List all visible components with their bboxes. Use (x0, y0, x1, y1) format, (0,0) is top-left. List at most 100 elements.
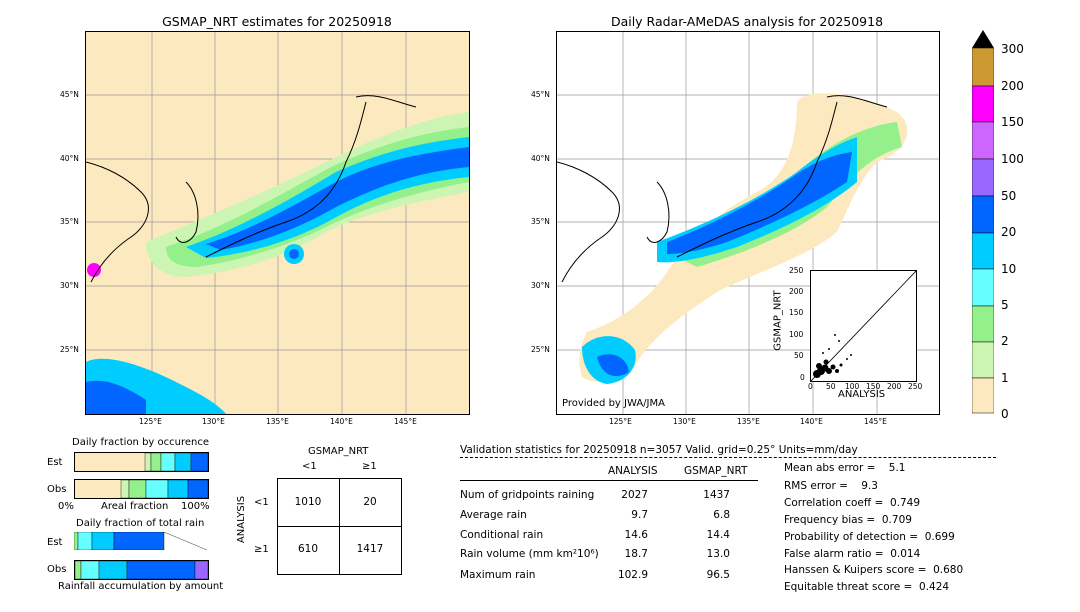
cont-col-header: GSMAP_NRT (308, 446, 369, 457)
scatter-ytick-0: 0 (800, 373, 805, 382)
val-row-analysis-4: 102.9 (617, 569, 648, 581)
right-lon-130: 130°E (673, 417, 696, 426)
cont-b: 20 (363, 496, 377, 508)
scatter-ytick-150: 150 (789, 308, 804, 317)
cont-a: 1010 (294, 496, 322, 508)
score-2: Correlation coeff = 0.749 (784, 497, 920, 509)
scatter-canvas (810, 270, 917, 382)
cb-100: 100 (1001, 152, 1024, 166)
val-row-label-3: Rain volume (mm km²10⁶) (460, 548, 599, 560)
left-lat-25: 25°N (60, 345, 79, 354)
left-lat-45: 45°N (60, 90, 79, 99)
radar-blue (667, 152, 852, 254)
val-row-gsmap-0: 1437 (703, 489, 730, 501)
left-map-title: GSMAP_NRT estimates for 20250918 (162, 14, 392, 29)
scatter-ylabel: GSMAP_NRT (772, 290, 784, 351)
japan-coast-r (676, 95, 888, 258)
scatter-ytick-50: 50 (794, 351, 804, 360)
colorbar (971, 30, 995, 414)
left-lat-35: 35°N (60, 217, 79, 226)
left-lat-30: 30°N (60, 281, 79, 290)
val-row-label-0: Num of gridpoints raining (460, 489, 595, 501)
right-lon-135: 135°E (737, 417, 760, 426)
cont-col-lt: <1 (302, 461, 317, 472)
total-rain-title: Daily fraction of total rain (76, 518, 205, 529)
right-lat-25: 25°N (531, 345, 550, 354)
val-row-label-4: Maximum rain (460, 569, 536, 581)
tr-est-bar (73, 531, 208, 551)
val-row-analysis-3: 18.7 (624, 548, 648, 560)
val-row-label-1: Average rain (460, 509, 527, 521)
scatter-xtick-100: 100 (845, 382, 860, 391)
occ-est-bar (74, 452, 209, 472)
score-4: Probability of detection = 0.699 (784, 531, 955, 543)
scatter-ytick-100: 100 (789, 330, 804, 339)
left-lon-130: 130°E (202, 417, 225, 426)
cont-row-header: ANALYSIS (236, 495, 248, 544)
score-0: Mean abs error = 5.1 (784, 462, 906, 474)
val-row-analysis-1: 9.7 (631, 509, 648, 521)
rain-south-dark (86, 380, 146, 414)
val-col-line (460, 480, 758, 481)
cb-1: 1 (1001, 371, 1009, 385)
validation-dash (460, 457, 996, 458)
scatter-xtick-150: 150 (866, 382, 881, 391)
cb-50: 50 (1001, 189, 1017, 203)
score-7: Equitable threat score = 0.424 (784, 581, 950, 593)
china-coast-r (557, 161, 620, 283)
val-col-gsmap: GSMAP_NRT (684, 465, 748, 477)
score-5: False alarm ratio = 0.014 (784, 548, 921, 560)
china-coast (86, 161, 149, 283)
right-lat-35: 35°N (531, 217, 550, 226)
cb-150: 150 (1001, 115, 1024, 129)
tr-obs-label: Obs (47, 564, 67, 575)
score-3: Frequency bias = 0.709 (784, 514, 912, 526)
cont-col-ge: ≥1 (362, 461, 377, 472)
cb-0: 0 (1001, 407, 1009, 421)
left-map (85, 31, 470, 415)
left-lon-145: 145°E (394, 417, 417, 426)
right-lat-40: 40°N (531, 154, 550, 163)
left-map-canvas (86, 32, 469, 414)
tr-axis-label: Rainfall accumulation by amount (58, 581, 224, 592)
tr-obs-bar (74, 560, 209, 580)
score-1: RMS error = 9.3 (784, 480, 878, 492)
scatter-xtick-50: 50 (826, 382, 836, 391)
occ-obs-bar (74, 479, 209, 499)
left-lon-135: 135°E (266, 417, 289, 426)
left-lon-140: 140°E (330, 417, 353, 426)
scatter-ytick-250: 250 (789, 266, 804, 275)
right-lon-140: 140°E (800, 417, 823, 426)
val-row-analysis-2: 14.6 (624, 529, 648, 541)
scatter-xtick-200: 200 (887, 382, 902, 391)
occ-axis-right: 100% (181, 501, 210, 512)
right-lon-125: 125°E (609, 417, 632, 426)
cont-row-lt: <1 (254, 497, 269, 508)
scatter-xtick-250: 250 (908, 382, 923, 391)
right-lat-45: 45°N (531, 90, 550, 99)
val-row-gsmap-2: 14.4 (706, 529, 730, 541)
radar-okinawa-blue (597, 354, 629, 377)
right-map: Provided by JWA/JMA (556, 31, 940, 415)
right-map-canvas (557, 32, 939, 414)
korea-coast (175, 181, 199, 243)
cb-200: 200 (1001, 79, 1024, 93)
rain-band-blue (206, 147, 469, 250)
cont-row-ge: ≥1 (254, 544, 269, 555)
cb-5: 5 (1001, 298, 1009, 312)
cont-d: 1417 (356, 543, 384, 555)
right-lon-145: 145°E (864, 417, 887, 426)
val-row-gsmap-3: 13.0 (706, 548, 730, 560)
cb-2: 2 (1001, 334, 1009, 348)
score-6: Hanssen & Kuipers score = 0.680 (784, 564, 964, 576)
korea-coast-r (646, 181, 670, 243)
left-lat-40: 40°N (60, 154, 79, 163)
left-lon-125: 125°E (139, 417, 162, 426)
val-row-label-2: Conditional rain (460, 529, 544, 541)
contingency-table (277, 478, 402, 575)
occ-obs-label: Obs (47, 484, 67, 495)
val-row-gsmap-1: 6.8 (713, 509, 730, 521)
scatter-xlabel: ANALYSIS (838, 389, 886, 400)
occ-est-label: Est (47, 457, 63, 468)
occurrence-title: Daily fraction by occurence (72, 437, 210, 448)
